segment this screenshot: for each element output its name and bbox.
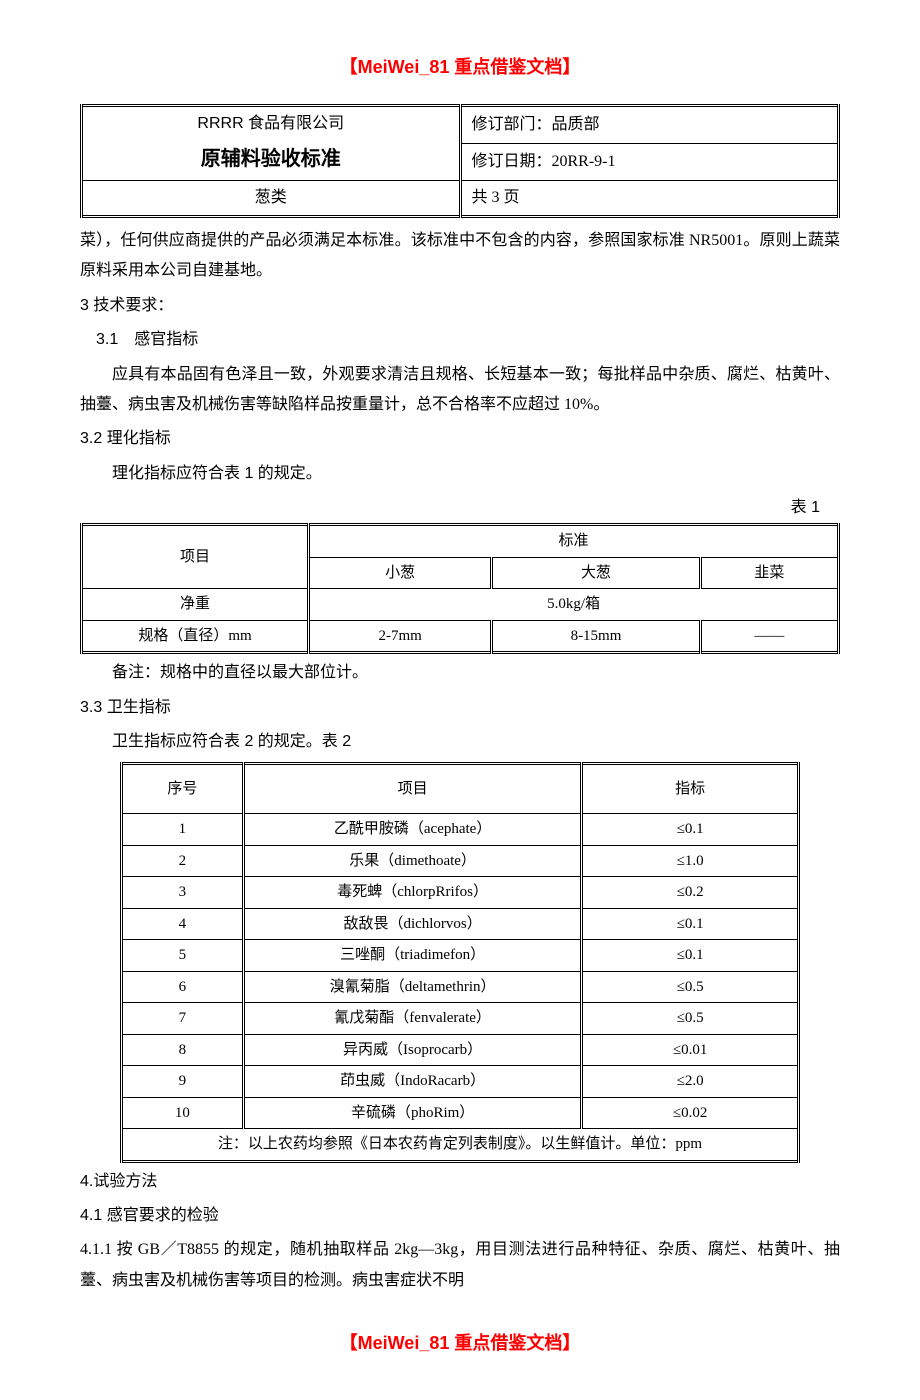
t2-row-limit: ≤0.1 [582,940,799,972]
t2-h-c3: 指标 [582,763,799,814]
section-3-title: 3 技术要求： [80,291,840,321]
t1-r1-v3: —— [700,620,838,653]
table1-label: 表 1 [80,493,840,523]
t2-row-limit: ≤0.1 [582,908,799,940]
t1-h-c1: 小葱 [309,557,492,589]
t2-row-num: 7 [122,1003,244,1035]
section-3-2-title: 3.2 理化指标 [80,424,840,454]
company-name: RRRR 食品有限公司 [93,109,449,139]
section-3-2-text: 理化指标应符合表 1 的规定。 [112,465,322,482]
t2-row-num: 3 [122,877,244,909]
revision-date: 修订日期：20RR-9-1 [460,143,839,180]
t2-row-name: 毒死蜱（chlorpRrifos） [243,877,582,909]
footer-banner: 【MeiWei_81 重点借鉴文档】 [80,1326,840,1360]
table1: 项目 标准 小葱 大葱 韭菜 净重 5.0kg/箱 规格（直径）mm 2-7mm… [80,523,840,654]
section-3-3-body: 卫生指标应符合表 2 的规定。表 2 [80,727,840,757]
section-4-title: 4.试验方法 [80,1167,840,1197]
t2-row-limit: ≤0.5 [582,1003,799,1035]
t2-row-name: 氰戊菊酯（fenvalerate） [243,1003,582,1035]
page-count: 共 3 页 [460,180,839,216]
t2-row-num: 9 [122,1066,244,1098]
revision-dept: 修订部门：品质部 [460,106,839,144]
t2-row-num: 8 [122,1034,244,1066]
t1-r1-v1: 2-7mm [309,620,492,653]
header-banner: 【MeiWei_81 重点借鉴文档】 [80,50,840,84]
t2-row-num: 5 [122,940,244,972]
t2-row-name: 敌敌畏（dichlorvos） [243,908,582,940]
doc-title: 原辅料验收标准 [93,140,449,178]
t1-h-standard: 标准 [309,525,839,558]
t1-r1-label: 规格（直径）mm [82,620,309,653]
section-4-1-1-body: 4.1.1 按 GB／T8855 的规定，随机抽取样品 2kg—3kg，用目测法… [80,1235,840,1296]
t2-row-limit: ≤0.5 [582,971,799,1003]
t1-h-item: 项目 [82,525,309,589]
t2-row-limit: ≤1.0 [582,845,799,877]
t1-h-c2: 大葱 [492,557,700,589]
doc-header-table: RRRR 食品有限公司 原辅料验收标准 修订部门：品质部 修订日期：20RR-9… [80,104,840,218]
t2-row-num: 1 [122,814,244,846]
t2-row-name: 溴氰菊脂（deltamethrin） [243,971,582,1003]
t2-row-name: 乙酰甲胺磷（acephate） [243,814,582,846]
table2: 序号 项目 指标 1乙酰甲胺磷（acephate）≤0.12乐果（dimetho… [120,762,800,1163]
section-3-3-title: 3.3 卫生指标 [80,693,840,723]
t2-row-limit: ≤0.1 [582,814,799,846]
t1-r0-label: 净重 [82,589,309,621]
t2-row-num: 2 [122,845,244,877]
t2-h-c2: 项目 [243,763,582,814]
t2-row-name: 异丙威（Isoprocarb） [243,1034,582,1066]
t1-h-c3: 韭菜 [700,557,838,589]
t2-row-num: 10 [122,1097,244,1129]
t2-row-name: 乐果（dimethoate） [243,845,582,877]
t2-row-name: 辛硫磷（phoRim） [243,1097,582,1129]
t2-row-limit: ≤0.02 [582,1097,799,1129]
table1-note: 备注：规格中的直径以最大部位计。 [80,658,840,688]
body-para-1: 菜），任何供应商提供的产品必须满足本标准。该标准中不包含的内容，参照国家标准 N… [80,226,840,287]
t2-note: 注：以上农药均参照《日本农药肯定列表制度》。以生鲜值计。单位：ppm [122,1129,799,1162]
t2-row-limit: ≤0.01 [582,1034,799,1066]
t2-row-limit: ≤2.0 [582,1066,799,1098]
doc-category: 葱类 [82,180,461,216]
section-4-1-title: 4.1 感官要求的检验 [80,1201,840,1231]
t2-row-num: 6 [122,971,244,1003]
t2-row-num: 4 [122,908,244,940]
t1-r1-v2: 8-15mm [492,620,700,653]
t2-row-name: 三唑酮（triadimefon） [243,940,582,972]
t2-row-name: 茚虫威（IndoRacarb） [243,1066,582,1098]
t1-r0-span: 5.0kg/箱 [309,589,839,621]
section-3-1-body: 应具有本品固有色泽且一致，外观要求清洁且规格、长短基本一致；每批样品中杂质、腐烂… [80,360,840,421]
section-3-1-title: 3.1 感官指标 [80,325,840,355]
t2-row-limit: ≤0.2 [582,877,799,909]
section-3-2-body: 理化指标应符合表 1 的规定。 [80,459,840,489]
t2-h-c1: 序号 [122,763,244,814]
